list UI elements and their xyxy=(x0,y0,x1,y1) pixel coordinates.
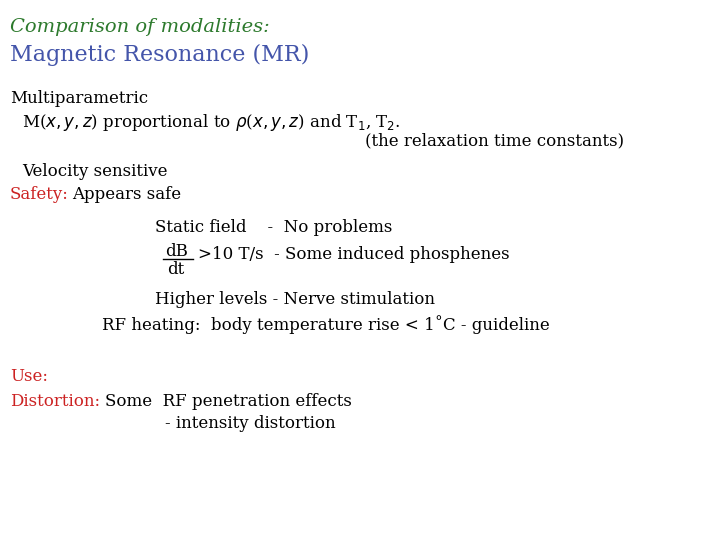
Text: Appears safe: Appears safe xyxy=(72,186,181,203)
Text: Safety:: Safety: xyxy=(10,186,69,203)
Text: dt: dt xyxy=(167,261,184,278)
Text: Magnetic Resonance (MR): Magnetic Resonance (MR) xyxy=(10,44,310,66)
Text: Distortion:: Distortion: xyxy=(10,393,100,410)
Text: - intensity distortion: - intensity distortion xyxy=(165,415,336,432)
Text: Higher levels - Nerve stimulation: Higher levels - Nerve stimulation xyxy=(155,291,435,308)
Text: M($x,y,z$) proportional to $\rho$($x,y,z$) and T$_1$, T$_2$.: M($x,y,z$) proportional to $\rho$($x,y,z… xyxy=(22,112,400,133)
Text: Some  RF penetration effects: Some RF penetration effects xyxy=(105,393,352,410)
Text: Use:: Use: xyxy=(10,368,48,385)
Text: >10 T/s  - Some induced phosphenes: >10 T/s - Some induced phosphenes xyxy=(198,246,510,263)
Text: Static field    -  No problems: Static field - No problems xyxy=(155,219,392,236)
Text: Comparison of modalities:: Comparison of modalities: xyxy=(10,18,270,36)
Text: Velocity sensitive: Velocity sensitive xyxy=(22,163,168,180)
Text: RF heating:  body temperature rise < 1˚C - guideline: RF heating: body temperature rise < 1˚C … xyxy=(102,315,550,334)
Text: Multiparametric: Multiparametric xyxy=(10,90,148,107)
Text: dB: dB xyxy=(165,243,188,260)
Text: (the relaxation time constants): (the relaxation time constants) xyxy=(365,132,624,149)
